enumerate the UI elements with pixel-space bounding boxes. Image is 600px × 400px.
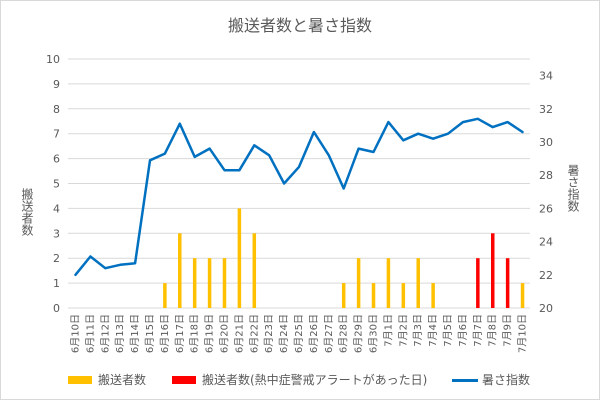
x-tick-label: 6月28日 xyxy=(338,314,350,353)
y-left-tick-label: 10 xyxy=(46,53,60,66)
x-tick-label: 6月25日 xyxy=(293,314,305,353)
x-tick-label: 6月14日 xyxy=(129,314,141,353)
y-left-tick-label: 8 xyxy=(53,103,60,116)
x-tick-label: 6月18日 xyxy=(189,314,201,353)
y-left-tick-label: 1 xyxy=(53,277,60,290)
y-right-tick-label: 30 xyxy=(539,136,553,149)
bar-transport xyxy=(207,258,212,308)
bar-transport xyxy=(386,258,391,308)
y-left-tick-label: 9 xyxy=(53,78,60,91)
bar-transport-alert xyxy=(490,233,495,308)
legend-label: 搬送者数(熱中症警戒アラートがあった日) xyxy=(202,373,428,387)
legend-swatch-red xyxy=(172,376,196,384)
x-tick-label: 6月23日 xyxy=(263,314,275,353)
y-axis-left-label: 搬送者数 xyxy=(20,188,34,236)
y-left-tick-label: 7 xyxy=(53,128,60,141)
x-tick-label: 6月12日 xyxy=(99,314,111,353)
legend-label: 搬送者数 xyxy=(98,373,147,387)
y-left-tick-label: 3 xyxy=(53,227,60,240)
y-left-tick-label: 4 xyxy=(53,202,60,215)
x-tick-label: 6月30日 xyxy=(368,314,380,353)
y-right-tick-label: 20 xyxy=(539,302,553,315)
legend-line-blue xyxy=(452,379,478,382)
bar-transport xyxy=(178,233,182,308)
x-tick-label: 6月10日 xyxy=(69,314,81,353)
legend-label: 暑さ指数 xyxy=(482,373,531,387)
x-tick-label: 7月9日 xyxy=(502,314,514,347)
x-tick-label: 7月1日 xyxy=(382,314,394,347)
x-tick-label: 6月20日 xyxy=(218,314,230,353)
y-axis-right-label: 暑さ指数 xyxy=(566,164,580,212)
y-right-tick-label: 32 xyxy=(539,103,553,116)
y-right-tick-label: 24 xyxy=(539,236,553,249)
x-tick-label: 6月27日 xyxy=(323,314,335,353)
x-tick-label: 7月2日 xyxy=(397,314,409,347)
x-tick-label: 6月29日 xyxy=(353,314,365,353)
legend-swatch-yellow xyxy=(68,376,92,384)
x-tick-label: 6月24日 xyxy=(278,314,290,353)
line-heat-index xyxy=(74,117,524,277)
bar-transport xyxy=(341,283,346,308)
y-left-tick-label: 0 xyxy=(53,302,60,315)
x-tick-label: 7月3日 xyxy=(412,314,424,347)
x-tick-label: 7月8日 xyxy=(487,314,499,347)
chart-title: 搬送者数と暑さ指数 xyxy=(227,16,372,35)
x-tick-label: 6月13日 xyxy=(114,314,126,353)
x-tick-label: 6月21日 xyxy=(233,314,245,353)
bar-transport xyxy=(401,283,406,308)
bar-transport xyxy=(371,283,376,308)
y-right-tick-label: 28 xyxy=(539,169,553,182)
bar-transport xyxy=(252,233,257,308)
bar-transport-alert xyxy=(505,258,510,308)
x-tick-label: 6月11日 xyxy=(84,314,96,353)
bar-transport xyxy=(222,258,227,308)
x-tick-label: 6月19日 xyxy=(204,314,216,353)
y-left-tick-label: 5 xyxy=(53,178,60,191)
x-tick-label: 6月22日 xyxy=(248,314,260,353)
x-tick-label: 6月17日 xyxy=(174,314,186,353)
x-tick-label: 7月10日 xyxy=(517,314,529,353)
bar-transport xyxy=(520,283,525,308)
bar-transport xyxy=(192,258,197,308)
x-tick-label: 7月6日 xyxy=(457,314,469,347)
y-left-tick-label: 6 xyxy=(53,153,60,166)
bar-transport xyxy=(356,258,361,308)
y-right-tick-label: 22 xyxy=(539,269,553,282)
x-tick-label: 6月15日 xyxy=(144,314,156,353)
y-right-tick-label: 34 xyxy=(539,70,553,83)
legend: 搬送者数 搬送者数(熱中症警戒アラートがあった日) 暑さ指数 xyxy=(0,371,600,389)
x-tick-label: 6月26日 xyxy=(308,314,320,353)
y-left-tick-label: 2 xyxy=(53,252,60,265)
bar-transport xyxy=(431,283,435,308)
x-tick-label: 7月4日 xyxy=(427,314,439,347)
x-tick-label: 7月7日 xyxy=(472,314,484,347)
bar-transport xyxy=(237,208,242,308)
y-right-tick-label: 26 xyxy=(539,202,553,215)
bar-transport xyxy=(163,283,167,308)
x-tick-label: 6月16日 xyxy=(159,314,171,353)
bar-transport xyxy=(416,258,420,308)
x-tick-label: 7月5日 xyxy=(442,314,454,347)
bar-transport-alert xyxy=(476,258,480,308)
